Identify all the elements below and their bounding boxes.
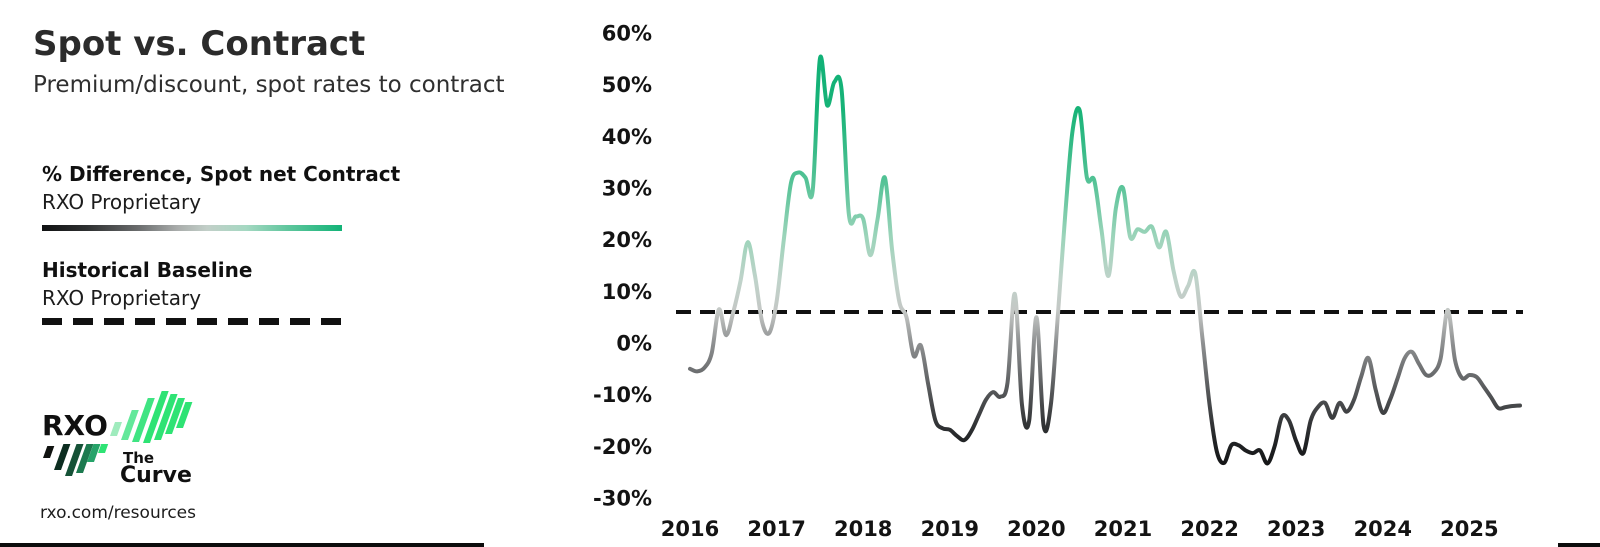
y-axis-tick-label: 20% (602, 228, 652, 252)
x-axis-tick-label: 2024 (1354, 517, 1412, 541)
page-title: Spot vs. Contract (33, 24, 366, 64)
y-axis-tick-label: 40% (602, 125, 652, 149)
spot-net-contract-line (688, 54, 1522, 466)
y-axis-tick-label: 30% (602, 177, 652, 201)
logo-the-label: The (123, 449, 154, 467)
rxo-the-curve-logo: RXO The Curve (42, 391, 193, 486)
y-axis-tick-label: -30% (593, 487, 652, 511)
y-axis-tick-label: 60% (602, 22, 652, 46)
y-axis-tick-label: -10% (593, 383, 652, 407)
x-axis-tick-label: 2019 (921, 517, 979, 541)
y-axis-tick-label: 10% (602, 280, 652, 304)
x-axis-tick-label: 2022 (1180, 517, 1238, 541)
curve-stripes-icon (43, 391, 193, 476)
x-axis-tick-label: 2025 (1440, 517, 1498, 541)
legend-item-baseline-label: Historical Baseline (42, 258, 253, 282)
bottom-border-left (0, 543, 484, 547)
y-axis-tick-label: 0% (616, 332, 652, 356)
legend-item-spot-source: RXO Proprietary (42, 190, 202, 214)
x-axis-tick-label: 2023 (1267, 517, 1325, 541)
y-axis-tick-label: 50% (602, 73, 652, 97)
legend-gradient-line-swatch (42, 225, 342, 231)
bottom-border-right (1558, 543, 1600, 547)
spot-contract-chart: 60% 50% 40% 30% 20% 10% 0% -10% -20% -30% 2016 2017… (593, 22, 1523, 541)
x-axis-tick-label: 2017 (747, 517, 805, 541)
legend-dashed-line-swatch (42, 318, 344, 325)
legend-item-baseline-source: RXO Proprietary (42, 286, 202, 310)
x-axis-tick-label: 2020 (1007, 517, 1065, 541)
x-axis-tick-label: 2018 (834, 517, 892, 541)
page-subtitle: Premium/discount, spot rates to contract (33, 72, 505, 98)
legend-item-spot-label: % Difference, Spot net Contract (42, 162, 401, 186)
x-axis-tick-label: 2021 (1094, 517, 1152, 541)
y-axis-tick-label: -20% (593, 435, 652, 459)
logo-curve-label: Curve (120, 463, 192, 486)
resources-url: rxo.com/resources (40, 503, 196, 523)
logo-rxo-text: RXO (42, 409, 108, 442)
x-axis-tick-label: 2016 (661, 517, 719, 541)
